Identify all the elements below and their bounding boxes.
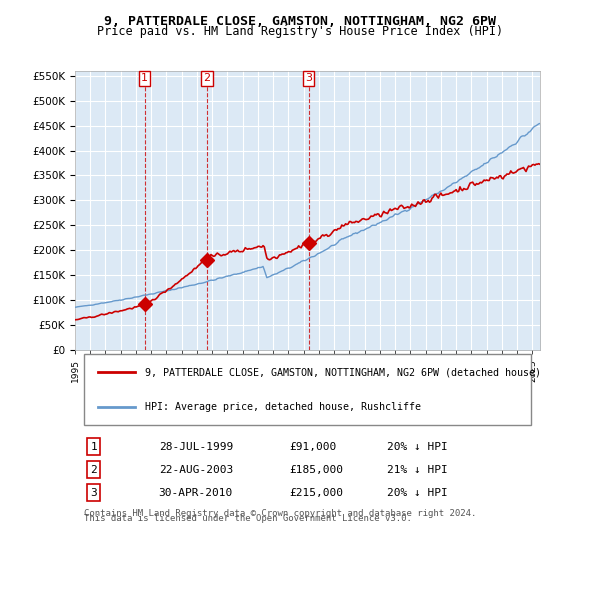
Text: £91,000: £91,000 [289,442,336,452]
Text: 3: 3 [90,487,97,497]
Text: 2: 2 [90,465,97,474]
Text: 22-AUG-2003: 22-AUG-2003 [158,465,233,474]
Text: 3: 3 [305,73,312,83]
Text: £215,000: £215,000 [289,487,343,497]
Text: 20% ↓ HPI: 20% ↓ HPI [386,442,448,452]
Text: 1: 1 [141,73,148,83]
Text: 1: 1 [90,442,97,452]
Text: 9, PATTERDALE CLOSE, GAMSTON, NOTTINGHAM, NG2 6PW (detached house): 9, PATTERDALE CLOSE, GAMSTON, NOTTINGHAM… [145,367,541,377]
Text: This data is licensed under the Open Government Licence v3.0.: This data is licensed under the Open Gov… [84,514,412,523]
Text: £185,000: £185,000 [289,465,343,474]
Text: 9, PATTERDALE CLOSE, GAMSTON, NOTTINGHAM, NG2 6PW: 9, PATTERDALE CLOSE, GAMSTON, NOTTINGHAM… [104,15,496,28]
Text: 30-APR-2010: 30-APR-2010 [158,487,233,497]
Text: 28-JUL-1999: 28-JUL-1999 [158,442,233,452]
Text: 20% ↓ HPI: 20% ↓ HPI [386,487,448,497]
Text: Price paid vs. HM Land Registry's House Price Index (HPI): Price paid vs. HM Land Registry's House … [97,25,503,38]
Text: 2: 2 [203,73,210,83]
Text: HPI: Average price, detached house, Rushcliffe: HPI: Average price, detached house, Rush… [145,402,421,412]
Text: 21% ↓ HPI: 21% ↓ HPI [386,465,448,474]
FancyBboxPatch shape [84,354,531,425]
Text: Contains HM Land Registry data © Crown copyright and database right 2024.: Contains HM Land Registry data © Crown c… [84,509,476,518]
